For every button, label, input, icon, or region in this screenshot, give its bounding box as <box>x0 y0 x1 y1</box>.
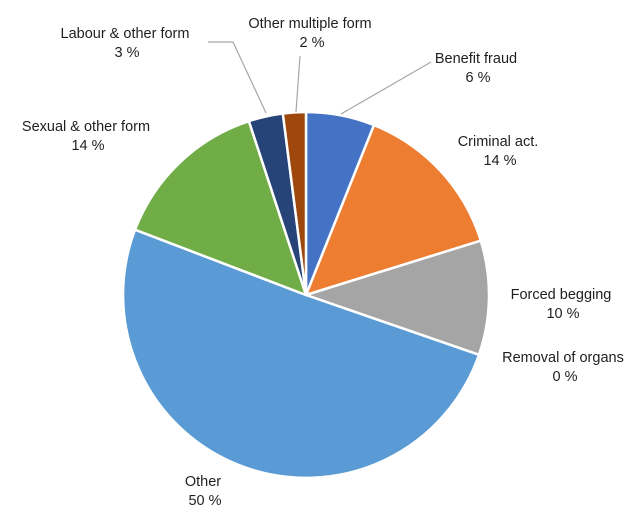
slice-label-other-multiple-form: Other multiple form 2 % <box>248 16 375 51</box>
slice-label-removal-of-organs: Removal of organs 0 % <box>502 350 628 385</box>
pie-slice-other <box>121 228 481 480</box>
slice-label-labour-other-form: Labour & other form 3 % <box>61 26 194 61</box>
slice-label-criminal-act: Criminal act. 14 % <box>458 134 543 169</box>
slice-labels: Benefit fraud 6 % Criminal act. 14 % For… <box>22 16 628 509</box>
leader-line-benefit-fraud <box>340 61 432 115</box>
leader-lines <box>208 41 432 115</box>
leader-line-labour-other-form <box>208 41 267 114</box>
slice-label-forced-begging: Forced begging 10 % <box>511 287 616 322</box>
pie-slice-forced-begging <box>304 239 491 357</box>
slice-label-sexual-other-form: Sexual & other form 14 % <box>22 119 154 154</box>
leader-line-other-multiple-form <box>295 55 301 113</box>
pie-slice-criminal-act <box>304 123 482 297</box>
slice-label-benefit-fraud: Benefit fraud 6 % <box>435 51 521 86</box>
pie-slice-other-multiple-form <box>281 110 308 297</box>
pie-slices <box>121 110 491 480</box>
pie-slice-sexual-other-form <box>133 119 308 297</box>
slice-label-other: Other 50 % <box>185 474 225 509</box>
